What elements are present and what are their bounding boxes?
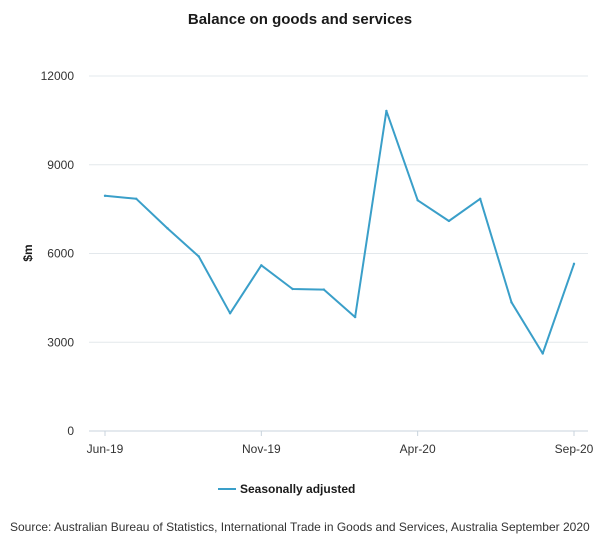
- data-point: [385, 109, 388, 113]
- y-tick-label: 12000: [41, 69, 75, 83]
- y-axis-ticks: 0 3000 6000 9000 12000: [41, 69, 75, 438]
- chart-title: Balance on goods and services: [188, 11, 412, 28]
- data-point: [260, 264, 263, 267]
- gridlines: [89, 75, 588, 432]
- legend: Seasonally adjusted: [218, 482, 355, 496]
- data-point: [510, 301, 513, 304]
- data-point: [291, 287, 294, 291]
- data-point: [572, 262, 576, 266]
- data-point: [197, 255, 200, 258]
- series-layer: [103, 109, 576, 355]
- data-point: [416, 199, 419, 202]
- data-point: [166, 227, 169, 230]
- legend-label: Seasonally adjusted: [240, 482, 355, 496]
- x-tick-label: Apr-20: [400, 442, 436, 456]
- x-tick-label: Nov-19: [242, 442, 281, 456]
- data-point: [353, 315, 357, 319]
- source-note: Source: Australian Bureau of Statistics,…: [10, 520, 590, 534]
- data-point: [103, 194, 107, 198]
- x-tick-label: Sep-20: [555, 442, 594, 456]
- y-axis-label: $m: [21, 244, 35, 261]
- data-point: [479, 197, 482, 200]
- data-point: [322, 288, 326, 291]
- data-point: [541, 352, 544, 355]
- data-point: [447, 219, 451, 223]
- x-tick-label: Jun-19: [87, 442, 124, 456]
- y-tick-label: 0: [67, 424, 74, 438]
- x-axis-ticks: Jun-19 Nov-19 Apr-20 Sep-20: [87, 431, 594, 456]
- data-point: [228, 312, 232, 315]
- data-point: [135, 197, 138, 200]
- y-tick-label: 3000: [47, 335, 74, 349]
- y-tick-label: 6000: [47, 247, 74, 261]
- y-tick-label: 9000: [47, 158, 74, 172]
- series-line: [104, 109, 575, 355]
